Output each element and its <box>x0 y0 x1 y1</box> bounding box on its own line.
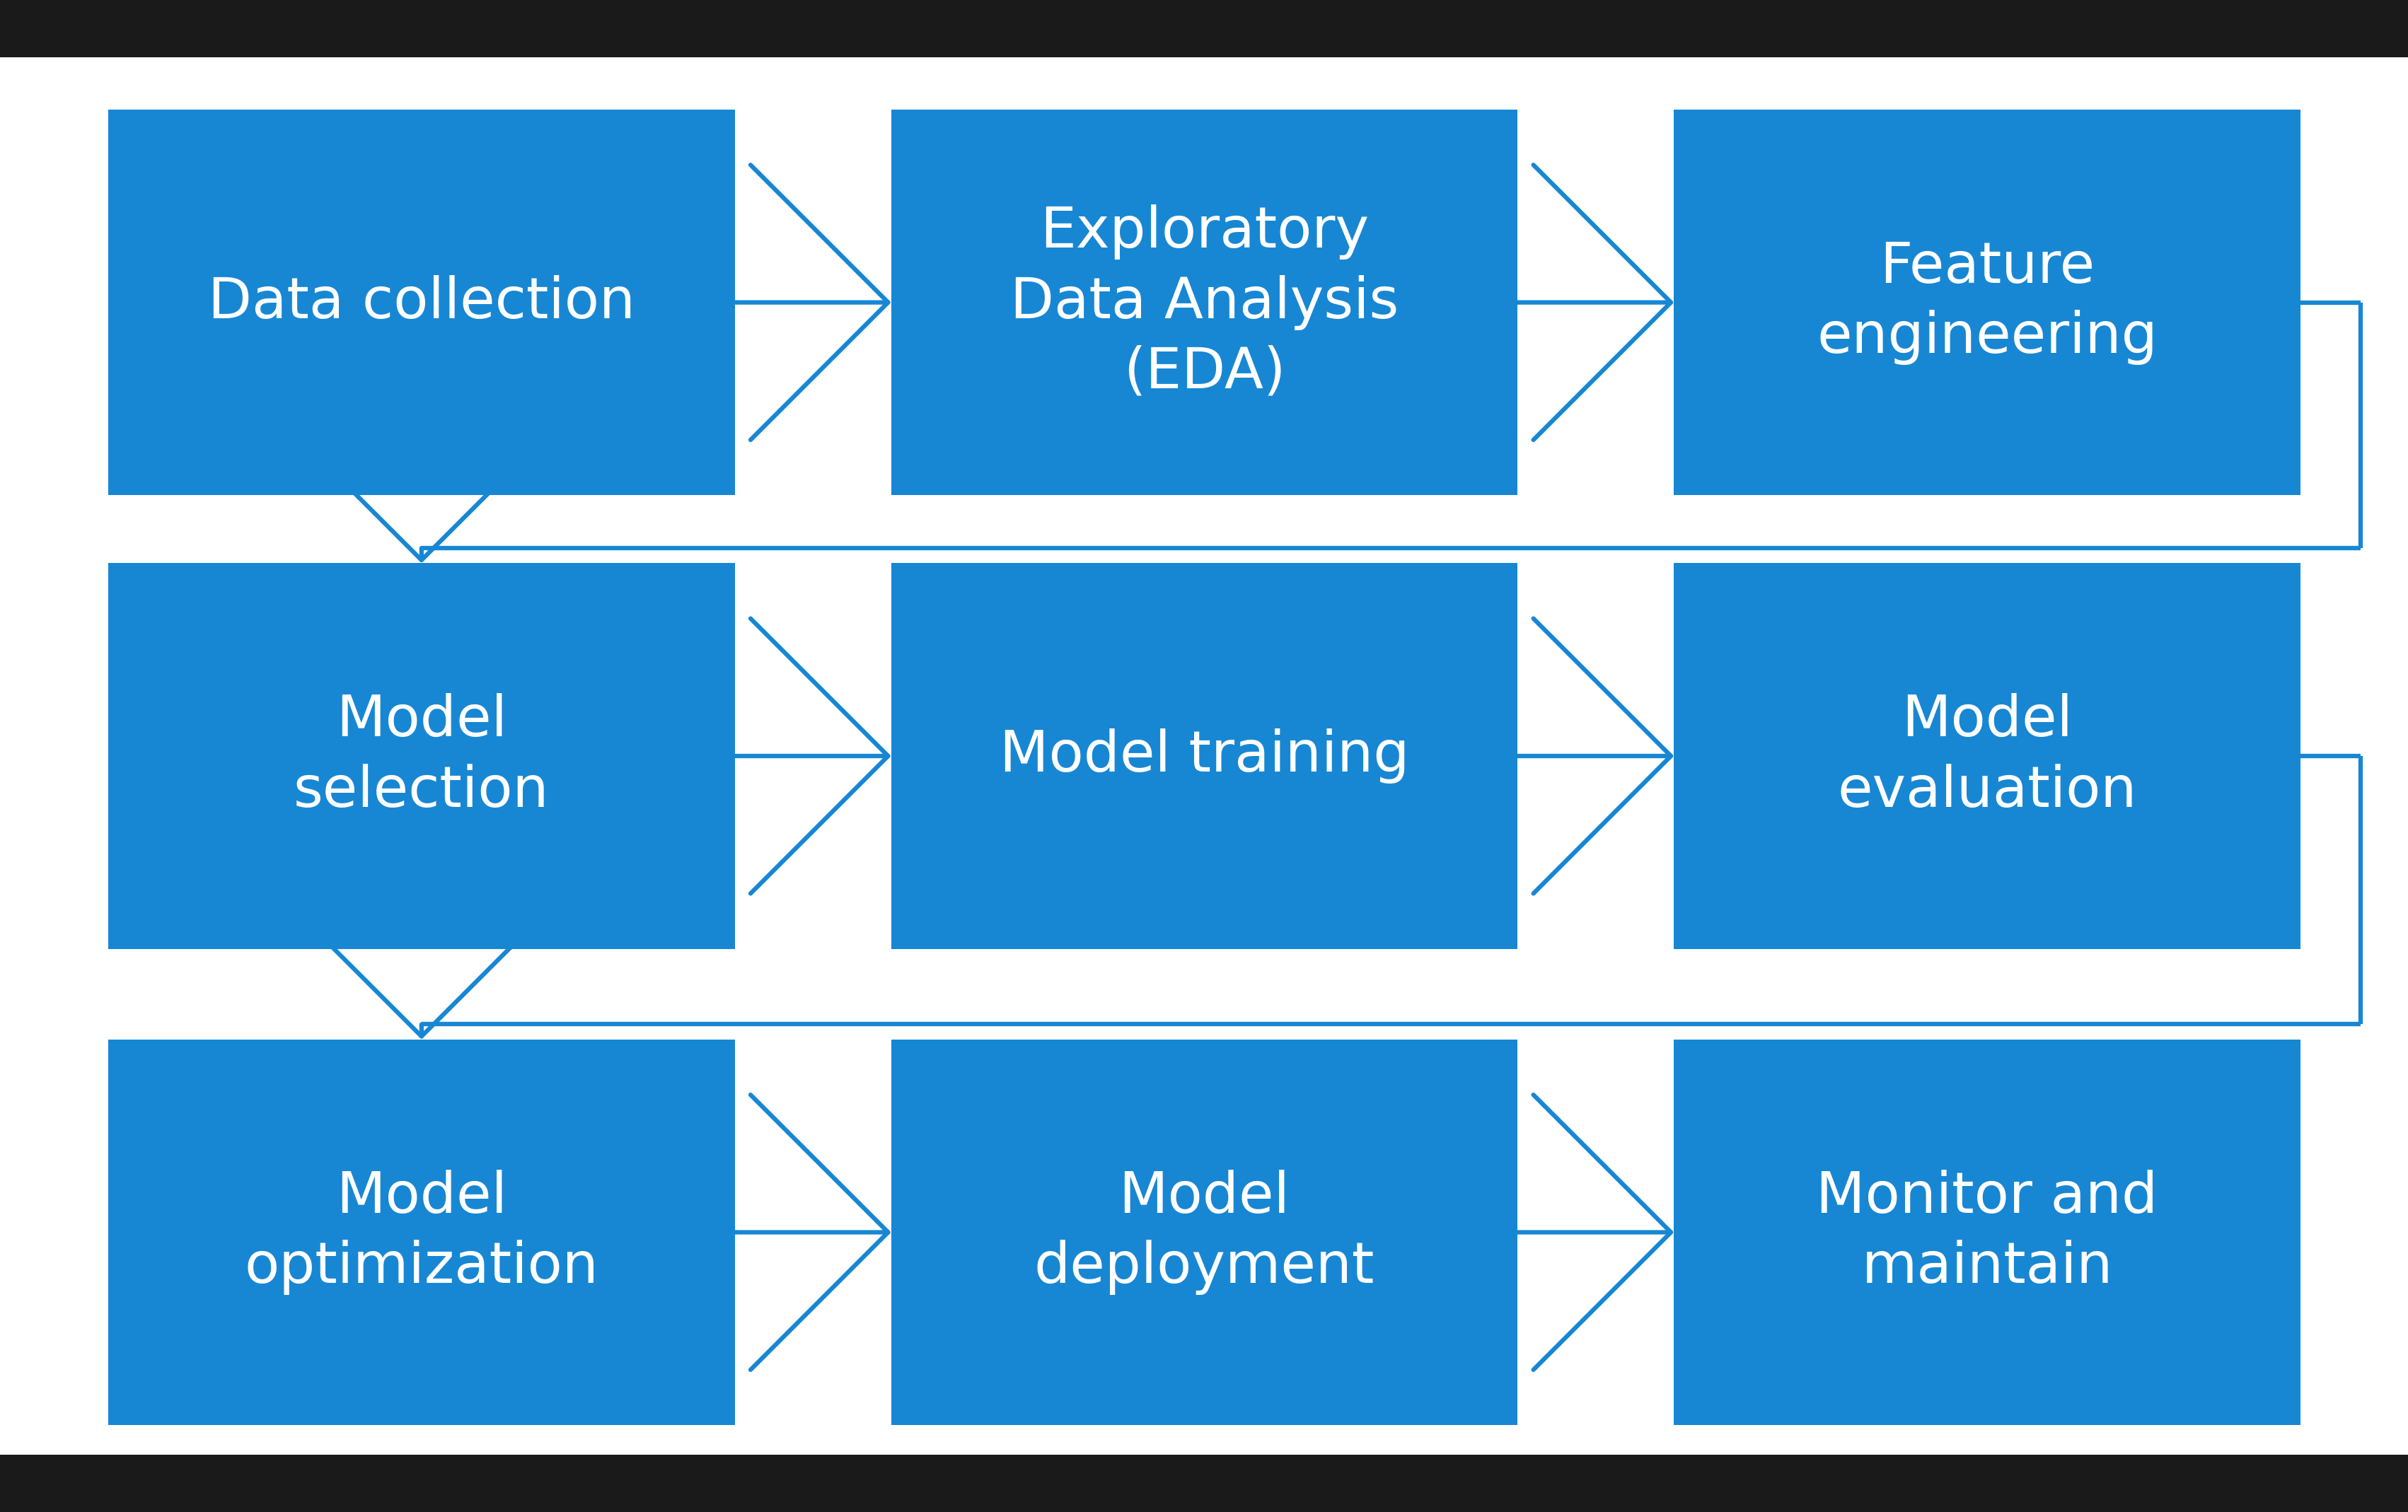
Text: Model
evaluation: Model evaluation <box>1837 694 2136 818</box>
FancyBboxPatch shape <box>108 109 734 494</box>
Text: Data collection: Data collection <box>207 275 636 330</box>
FancyBboxPatch shape <box>891 1040 1517 1424</box>
FancyBboxPatch shape <box>1674 1040 2300 1424</box>
Text: Monitor and
maintain: Monitor and maintain <box>1816 1170 2158 1294</box>
Text: Exploratory
Data Analysis
(EDA): Exploratory Data Analysis (EDA) <box>1009 204 1399 401</box>
FancyBboxPatch shape <box>108 1040 734 1424</box>
Bar <box>0 0 2408 57</box>
Text: Model
optimization: Model optimization <box>243 1170 600 1294</box>
FancyBboxPatch shape <box>891 109 1517 494</box>
FancyBboxPatch shape <box>108 564 734 950</box>
FancyBboxPatch shape <box>891 564 1517 950</box>
Text: Model
deployment: Model deployment <box>1033 1170 1375 1294</box>
FancyBboxPatch shape <box>1674 564 2300 950</box>
Bar <box>0 1455 2408 1512</box>
Text: Model training: Model training <box>999 729 1409 783</box>
Text: Feature
engineering: Feature engineering <box>1816 240 2158 364</box>
FancyBboxPatch shape <box>1674 109 2300 494</box>
Text: Model
selection: Model selection <box>294 694 549 818</box>
